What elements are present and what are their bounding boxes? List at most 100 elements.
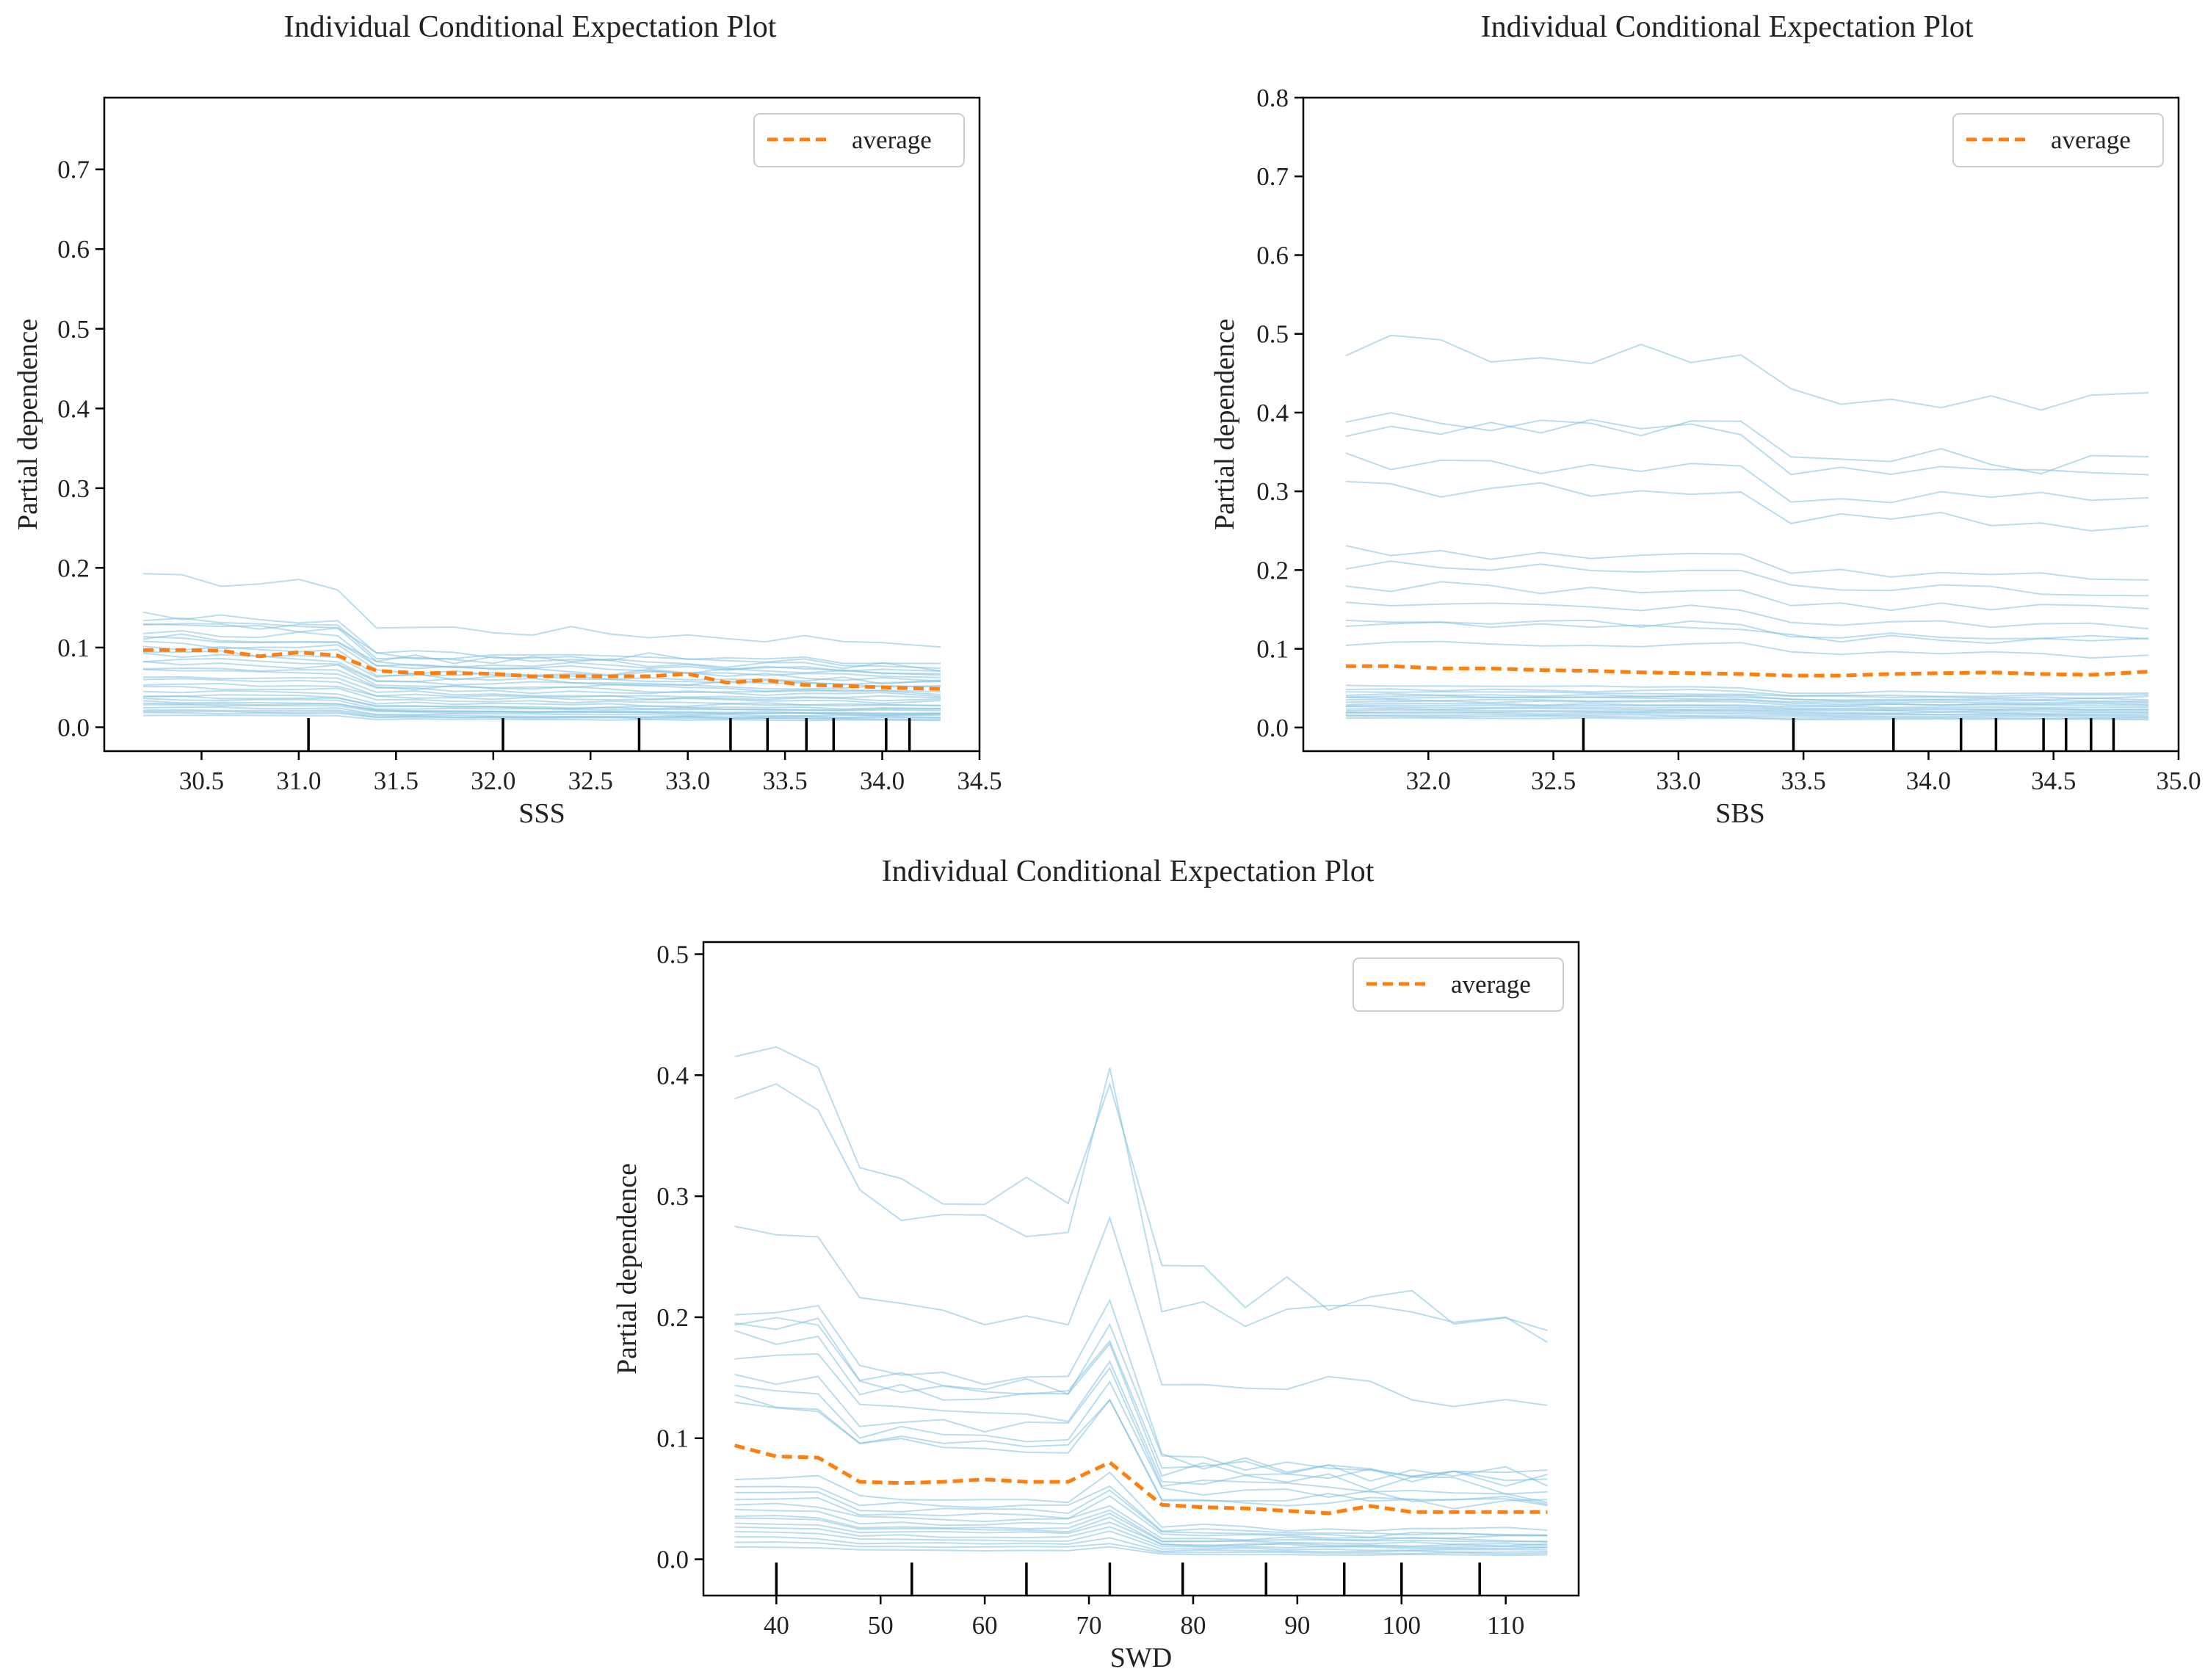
x-tick-label-sbs: 34.0 bbox=[1906, 767, 1951, 795]
ice-line-sss bbox=[142, 667, 941, 695]
title-swd: Individual Conditional Expectation Plot bbox=[882, 855, 1375, 888]
ice-line-sbs bbox=[1345, 688, 2149, 698]
ice-line-sbs bbox=[1345, 702, 2149, 709]
y-tick-label-swd: 0.2 bbox=[656, 1303, 689, 1332]
x-tick-label-swd: 50 bbox=[868, 1611, 894, 1640]
y-ticks-swd: 0.0 0.1 0.2 0.3 0.4 0.5 bbox=[656, 940, 703, 1574]
y-tick-label-sbs: 0.5 bbox=[1256, 320, 1289, 349]
x-tick-label-sbs: 32.5 bbox=[1531, 767, 1576, 795]
rug-marks-sbs bbox=[1582, 718, 2115, 751]
x-ticks-sbs: 32.0 32.5 33.0 33.5 34.0 34.5 35.0 bbox=[1406, 751, 2201, 795]
ice-lines-swd bbox=[734, 1046, 1548, 1557]
ice-line-swd bbox=[734, 1541, 1548, 1555]
ice-line-sss bbox=[142, 661, 941, 693]
average-line-sss bbox=[143, 648, 941, 691]
x-axis-label-swd: SWD bbox=[1110, 1643, 1172, 1673]
x-tick-label-swd: 100 bbox=[1383, 1611, 1422, 1640]
ice-line-sbs bbox=[1345, 709, 2149, 714]
plot-frame-sbs bbox=[1302, 96, 2180, 753]
legend-label-sss: average bbox=[852, 126, 932, 154]
x-tick-label-sbs: 35.0 bbox=[2156, 767, 2201, 795]
ice-line-sss bbox=[142, 668, 941, 698]
x-tick-label-sbs: 32.0 bbox=[1406, 767, 1451, 795]
ice-line-swd bbox=[734, 1353, 1548, 1495]
legend-sss: average bbox=[753, 113, 965, 167]
ice-line-swd bbox=[734, 1521, 1548, 1549]
y-tick-label-sbs: 0.6 bbox=[1256, 241, 1289, 269]
ice-line-sss bbox=[142, 714, 941, 722]
ice-line-sss bbox=[142, 617, 941, 669]
x-tick-label-sbs: 33.5 bbox=[1781, 767, 1826, 795]
ice-line-swd bbox=[734, 1471, 1548, 1532]
y-ticks-sbs: 0.0 0.1 0.2 0.3 0.4 0.5 0.6 0.7 0.8 bbox=[1256, 84, 1303, 742]
x-tick-label-sss: 31.5 bbox=[374, 767, 419, 795]
ice-line-swd bbox=[734, 1046, 1548, 1331]
ice-line-sbs bbox=[1345, 698, 2149, 706]
panel-sbs: Individual Conditional Expectation Plot … bbox=[1209, 10, 2201, 829]
y-tick-label-sss: 0.2 bbox=[57, 554, 90, 582]
y-tick-label-swd: 0.4 bbox=[656, 1061, 689, 1090]
ice-line-sbs bbox=[1345, 711, 2149, 716]
legend-label-swd: average bbox=[1451, 970, 1531, 999]
legend-box-sss bbox=[753, 113, 965, 167]
legend-sbs: average bbox=[1952, 113, 2164, 167]
ice-line-swd bbox=[734, 1317, 1548, 1487]
ice-line-sss bbox=[143, 694, 941, 710]
x-tick-label-sss: 30.5 bbox=[179, 767, 224, 795]
ice-line-sss bbox=[142, 689, 941, 707]
ice-line-sbs bbox=[1345, 712, 2149, 717]
ice-line-swd bbox=[734, 1513, 1548, 1546]
ice-line-swd bbox=[734, 1485, 1548, 1536]
y-tick-label-sss: 0.4 bbox=[57, 394, 90, 423]
ice-line-swd bbox=[734, 1215, 1548, 1408]
legend-label-sbs: average bbox=[2051, 126, 2131, 154]
ice-line-swd bbox=[734, 1526, 1548, 1550]
ice-line-swd bbox=[734, 1398, 1548, 1510]
ice-line-sbs bbox=[1345, 640, 2149, 659]
ice-line-swd bbox=[734, 1068, 1548, 1343]
y-tick-label-swd: 0.0 bbox=[656, 1546, 689, 1574]
ice-line-sbs bbox=[1345, 621, 2149, 645]
y-tick-label-sbs: 0.2 bbox=[1256, 556, 1289, 584]
x-tick-label-sss: 34.5 bbox=[957, 767, 1002, 795]
x-tick-label-sss: 32.5 bbox=[568, 767, 613, 795]
y-tick-label-sss: 0.7 bbox=[57, 156, 90, 184]
x-tick-label-sbs: 33.0 bbox=[1656, 767, 1701, 795]
x-tick-label-sbs: 34.5 bbox=[2031, 767, 2076, 795]
y-axis-label-sbs: Partial dependence bbox=[1209, 319, 1240, 530]
rug-marks-swd bbox=[775, 1563, 1481, 1596]
ice-line-sss bbox=[142, 676, 941, 699]
y-tick-label-sss: 0.5 bbox=[57, 315, 90, 344]
ice-line-swd bbox=[734, 1489, 1548, 1538]
ice-line-sbs bbox=[1345, 412, 2149, 475]
plot-frame-swd bbox=[702, 941, 1580, 1597]
ice-line-sbs bbox=[1345, 691, 2149, 700]
y-tick-label-sss: 0.1 bbox=[57, 634, 90, 662]
ice-line-sss bbox=[142, 703, 941, 716]
y-tick-label-swd: 0.3 bbox=[656, 1182, 689, 1211]
x-axis-label-sbs: SBS bbox=[1715, 798, 1765, 829]
x-tick-label-swd: 110 bbox=[1487, 1611, 1524, 1640]
ice-line-swd bbox=[734, 1330, 1548, 1487]
ice-line-sss bbox=[142, 611, 941, 665]
ice-line-swd bbox=[734, 1317, 1548, 1477]
ice-line-swd bbox=[734, 1502, 1548, 1543]
x-tick-label-sss: 33.0 bbox=[665, 767, 710, 795]
ice-line-sbs bbox=[1345, 619, 2149, 640]
x-tick-label-sss: 32.0 bbox=[471, 767, 515, 795]
x-tick-label-swd: 60 bbox=[972, 1611, 998, 1640]
ice-line-sbs bbox=[1345, 717, 2149, 721]
title-sss: Individual Conditional Expectation Plot bbox=[284, 10, 777, 44]
x-ticks-swd: 40 50 60 70 80 90 100 110 bbox=[764, 1596, 1524, 1640]
x-tick-label-swd: 70 bbox=[1076, 1611, 1102, 1640]
y-tick-label-sbs: 0.3 bbox=[1256, 477, 1289, 506]
y-tick-label-sss: 0.3 bbox=[57, 474, 90, 503]
ice-line-sbs bbox=[1345, 334, 2149, 411]
ice-lines-sbs bbox=[1345, 334, 2149, 721]
ice-line-sss bbox=[142, 573, 941, 648]
x-tick-label-swd: 90 bbox=[1284, 1611, 1310, 1640]
x-axis-label-sss: SSS bbox=[518, 798, 565, 829]
ice-line-swd bbox=[734, 1366, 1548, 1504]
y-axis-label-sss: Partial dependence bbox=[12, 319, 43, 530]
ice-line-sbs bbox=[1345, 684, 2149, 695]
